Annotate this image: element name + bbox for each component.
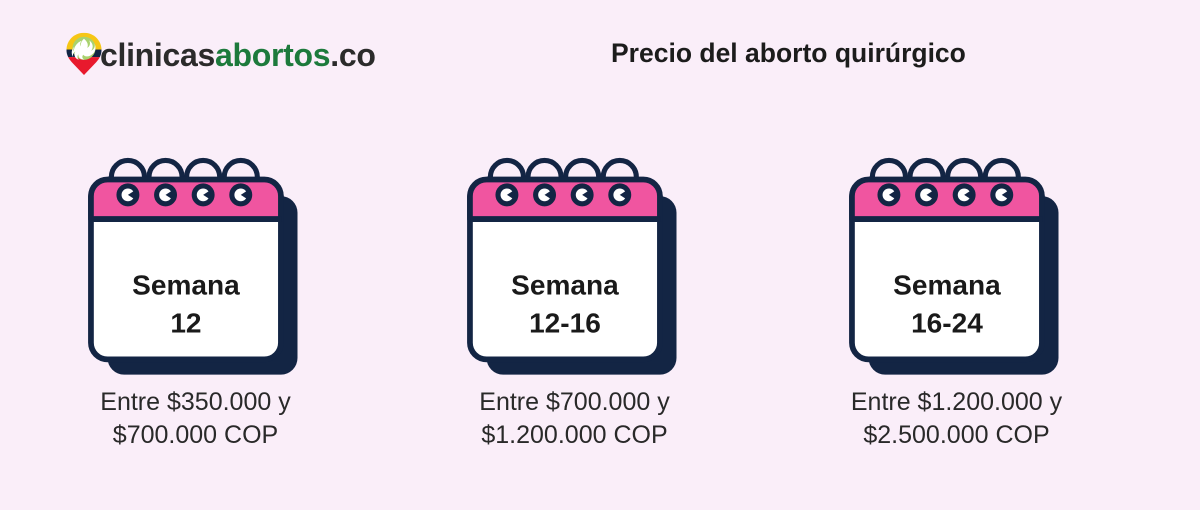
svg-text:Semana: Semana [132,269,240,300]
svg-text:12-16: 12-16 [529,308,601,339]
svg-text:Semana: Semana [893,269,1001,300]
svg-text:Semana: Semana [511,269,619,300]
svg-text:16-24: 16-24 [911,308,983,339]
svg-text:12: 12 [170,308,201,339]
